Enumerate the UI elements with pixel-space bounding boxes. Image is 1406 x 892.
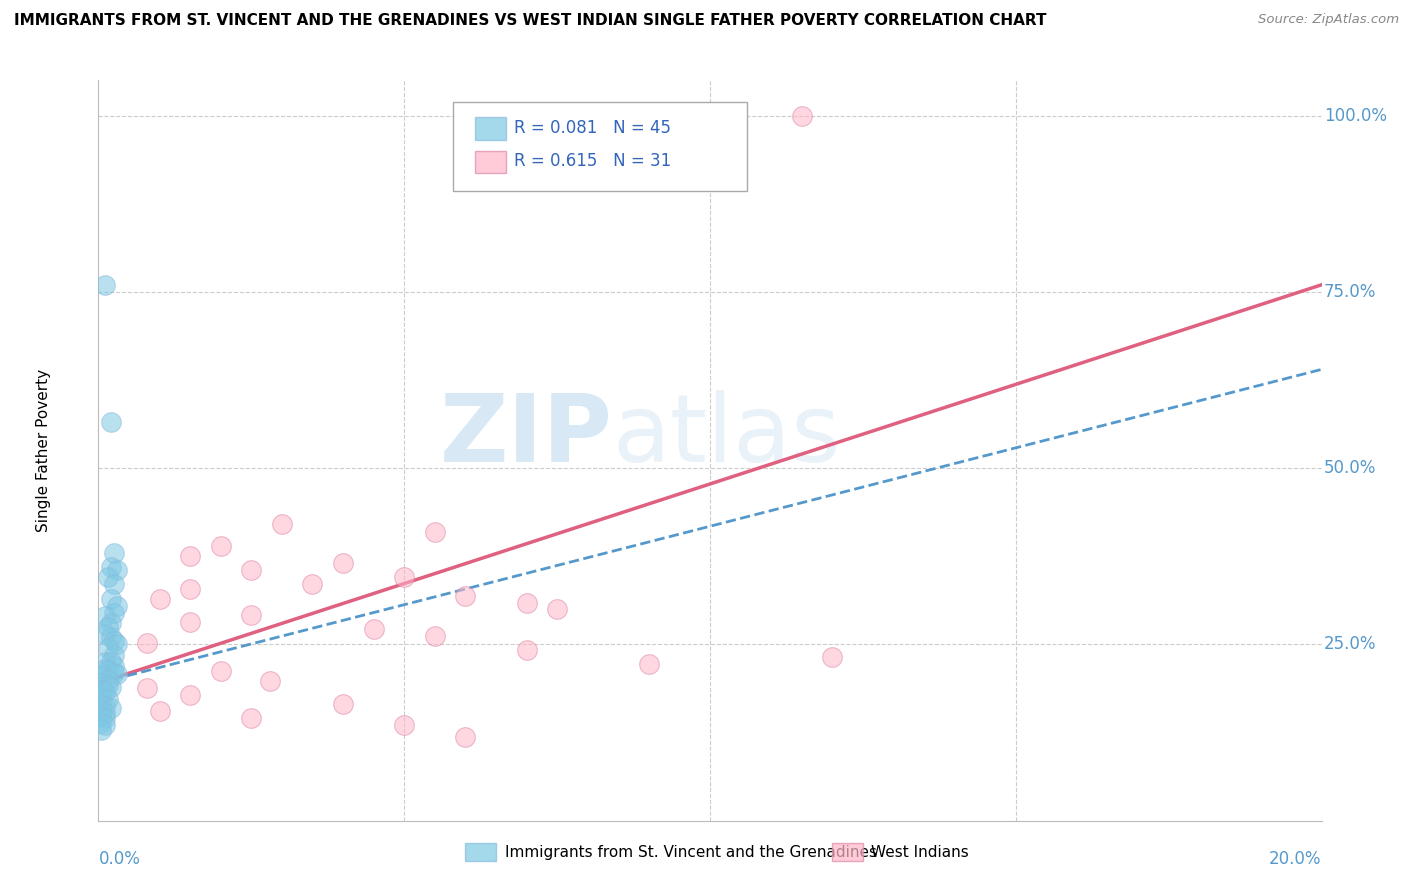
Point <box>270 517 292 532</box>
Text: Immigrants from St. Vincent and the Grenadines: Immigrants from St. Vincent and the Gren… <box>505 845 876 860</box>
FancyBboxPatch shape <box>832 843 863 862</box>
Point <box>821 650 844 665</box>
Point <box>790 109 813 123</box>
Point <box>97 678 120 692</box>
Point <box>90 683 112 698</box>
Point <box>392 570 416 584</box>
Text: 25.0%: 25.0% <box>1324 635 1376 653</box>
Point <box>100 630 122 644</box>
Point <box>179 549 201 564</box>
Point <box>179 615 201 629</box>
Point <box>105 667 128 681</box>
Point <box>149 704 172 718</box>
Text: ZIP: ZIP <box>439 390 612 482</box>
Text: IMMIGRANTS FROM ST. VINCENT AND THE GRENADINES VS WEST INDIAN SINGLE FATHER POVE: IMMIGRANTS FROM ST. VINCENT AND THE GREN… <box>14 13 1046 29</box>
Point <box>97 620 120 634</box>
Point <box>93 662 115 676</box>
Point <box>100 680 122 694</box>
FancyBboxPatch shape <box>475 151 506 173</box>
Point <box>93 627 115 641</box>
Point <box>240 607 263 622</box>
Point <box>93 655 115 669</box>
Point <box>97 640 120 655</box>
Point <box>93 685 115 699</box>
Point <box>392 718 416 732</box>
Point <box>103 606 125 620</box>
Point <box>105 599 128 613</box>
Point <box>332 556 354 570</box>
Point <box>103 577 125 591</box>
Point <box>93 699 115 714</box>
Point <box>97 692 120 706</box>
Point <box>90 698 112 712</box>
Point <box>136 636 159 650</box>
FancyBboxPatch shape <box>475 118 506 139</box>
Point <box>100 591 122 606</box>
Point <box>546 602 568 616</box>
Point <box>423 629 446 643</box>
Text: 20.0%: 20.0% <box>1270 850 1322 868</box>
Point <box>97 673 120 687</box>
Text: West Indians: West Indians <box>872 845 969 860</box>
Text: R = 0.081   N = 45: R = 0.081 N = 45 <box>515 119 671 136</box>
Point <box>149 591 172 606</box>
Point <box>105 637 128 651</box>
Point <box>209 539 232 553</box>
Point <box>100 616 122 631</box>
Point <box>105 563 128 577</box>
Point <box>90 723 112 738</box>
Point <box>103 546 125 560</box>
Point <box>93 711 115 725</box>
Point <box>516 643 538 657</box>
Text: 75.0%: 75.0% <box>1324 283 1376 301</box>
Point <box>363 622 385 636</box>
Point <box>100 415 122 429</box>
Point <box>240 563 263 577</box>
Point <box>240 711 263 725</box>
Point <box>90 716 112 731</box>
Point <box>90 709 112 723</box>
Text: 0.0%: 0.0% <box>98 850 141 868</box>
Point <box>93 277 115 292</box>
Point <box>103 665 125 680</box>
Point <box>259 673 281 688</box>
Point <box>103 648 125 662</box>
Point <box>100 701 122 715</box>
Point <box>97 664 120 678</box>
Text: 100.0%: 100.0% <box>1324 106 1388 125</box>
Point <box>103 658 125 673</box>
Point <box>93 706 115 721</box>
Point <box>93 718 115 732</box>
Point <box>103 633 125 648</box>
Point <box>301 577 323 591</box>
Point <box>179 582 201 597</box>
Point <box>454 731 477 745</box>
Point <box>93 609 115 624</box>
Point <box>423 524 446 539</box>
FancyBboxPatch shape <box>453 103 747 192</box>
Point <box>90 669 112 683</box>
Point <box>136 681 159 695</box>
Point <box>516 597 538 611</box>
Point <box>637 657 661 672</box>
Point <box>332 698 354 712</box>
Point <box>454 590 477 604</box>
Point <box>90 676 112 690</box>
Text: 50.0%: 50.0% <box>1324 459 1376 477</box>
Point <box>100 655 122 669</box>
Text: Source: ZipAtlas.com: Source: ZipAtlas.com <box>1258 13 1399 27</box>
Point <box>209 664 232 678</box>
Text: Single Father Poverty: Single Father Poverty <box>37 369 51 532</box>
FancyBboxPatch shape <box>465 843 496 862</box>
Point <box>100 559 122 574</box>
Text: R = 0.615   N = 31: R = 0.615 N = 31 <box>515 152 672 170</box>
Point <box>97 570 120 584</box>
Point <box>90 690 112 705</box>
Point <box>179 688 201 702</box>
Text: atlas: atlas <box>612 390 841 482</box>
Point <box>90 704 112 718</box>
